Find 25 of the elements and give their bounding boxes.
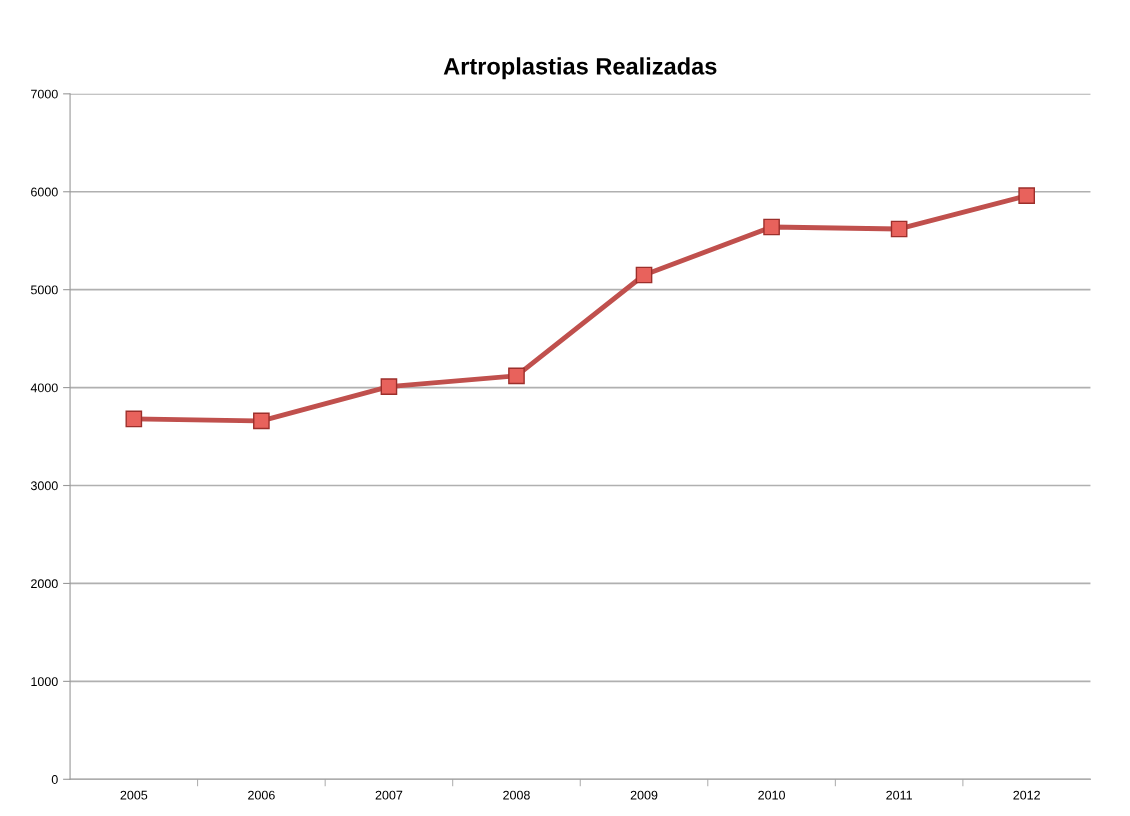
y-tick-label: 2000	[31, 579, 58, 589]
chart-title: Artroplastias Realizadas	[443, 57, 717, 80]
x-tick-label: 2008	[503, 790, 530, 800]
point	[890, 220, 908, 238]
point	[380, 378, 398, 395]
x-tick-label: 2006	[248, 790, 275, 800]
y-tick-label: 4000	[30, 383, 58, 393]
y-tick-label: 3000	[30, 481, 58, 491]
y-tick-label: 7000	[31, 89, 58, 99]
x-tick-label: 2007	[375, 790, 403, 800]
x-tick-label: 2012	[1013, 790, 1040, 800]
point	[1018, 187, 1036, 205]
point	[253, 412, 270, 430]
y-tick-label: 1000	[31, 677, 58, 687]
point	[125, 410, 143, 428]
x-tick-label: 2009	[630, 790, 658, 800]
point	[508, 367, 525, 385]
x-tick-label: 2010	[758, 790, 785, 800]
y-tick-label: 0	[51, 775, 58, 784]
y-tick-label: 5000	[30, 285, 58, 295]
x-tick-label: 2005	[120, 790, 148, 800]
x-tick-label: 2011	[886, 790, 912, 800]
point	[763, 218, 780, 236]
y-tick-label: 6000	[31, 187, 58, 197]
point	[635, 266, 653, 284]
